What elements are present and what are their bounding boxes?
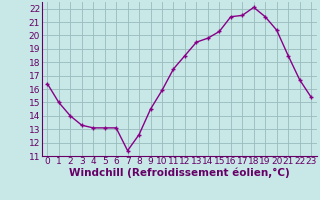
X-axis label: Windchill (Refroidissement éolien,°C): Windchill (Refroidissement éolien,°C): [69, 168, 290, 178]
